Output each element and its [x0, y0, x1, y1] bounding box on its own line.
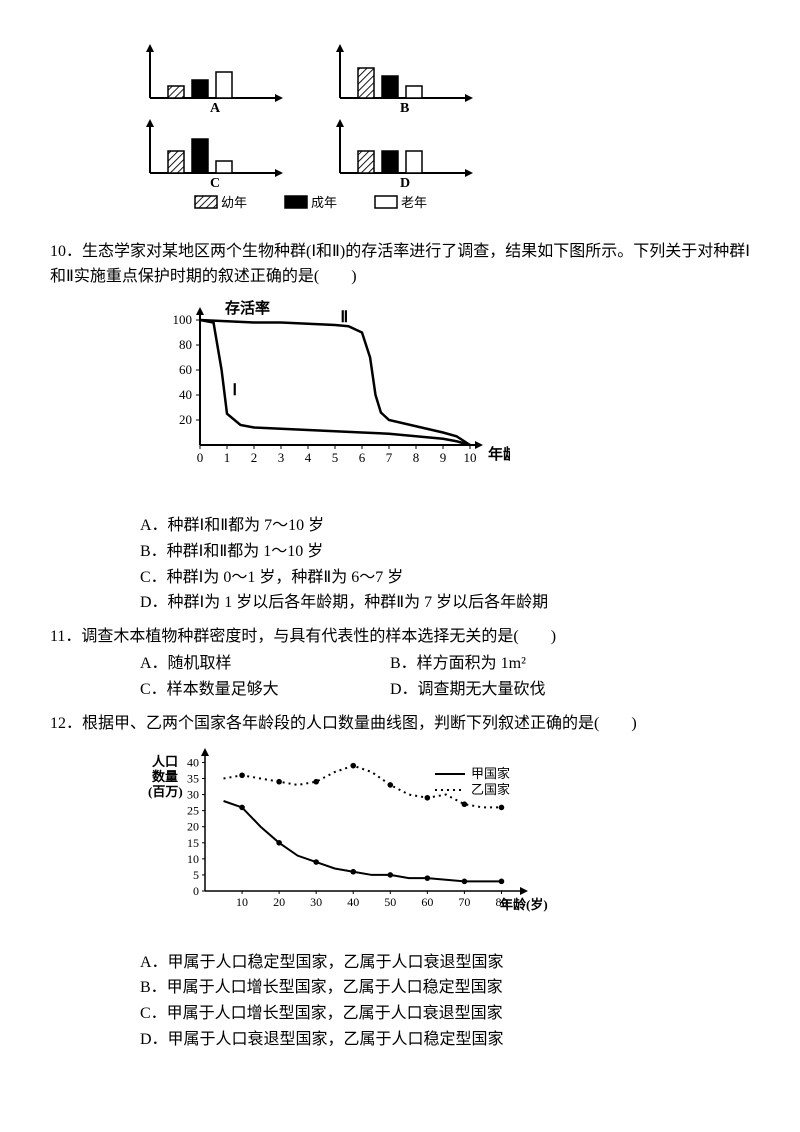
q11-opt-b: B．样方面积为 1m²	[390, 651, 640, 677]
q10-num: 10	[50, 243, 66, 260]
svg-text:0: 0	[193, 884, 199, 898]
q11-options: A．随机取样 B．样方面积为 1m² C．样本数量足够大 D．调查期无大量砍伐	[140, 651, 750, 702]
svg-text:2: 2	[251, 450, 258, 465]
svg-text:老年: 老年	[401, 195, 427, 210]
q12-opt-b: B．甲属于人口增长型国家，乙属于人口稳定型国家	[140, 975, 750, 1001]
svg-text:0: 0	[197, 450, 204, 465]
svg-text:成年: 成年	[311, 195, 337, 210]
svg-text:20: 20	[187, 820, 199, 834]
q11-opt-d: D．调查期无大量砍伐	[390, 677, 640, 703]
svg-text:5: 5	[193, 868, 199, 882]
svg-text:9: 9	[440, 450, 447, 465]
svg-text:(百万): (百万)	[148, 784, 183, 799]
svg-text:幼年: 幼年	[221, 195, 247, 210]
svg-text:40: 40	[179, 387, 192, 402]
q10-opt-d: D．种群Ⅰ为 1 岁以后各年龄期，种群Ⅱ为 7 岁以后各年龄期	[140, 590, 750, 616]
svg-text:乙国家: 乙国家	[471, 782, 510, 797]
svg-text:存活率: 存活率	[225, 300, 270, 317]
svg-text:年龄(岁): 年龄(岁)	[500, 897, 548, 912]
q10-text: 10．生态学家对某地区两个生物种群(Ⅰ和Ⅱ)的存活率进行了调查，结果如下图所示。…	[50, 239, 750, 290]
q10-figure: 20 40 60 80 100 0 1 2 3 4 5 6 7 8 9 10 存活率年龄 Ⅰ Ⅱ	[140, 300, 750, 504]
q12-opt-a: A．甲属于人口稳定型国家，乙属于人口衰退型国家	[140, 950, 750, 976]
q10-body: ．生态学家对某地区两个生物种群(Ⅰ和Ⅱ)的存活率进行了调查，结果如下图所示。下列…	[50, 243, 750, 286]
q12-chart-svg: 05101520253035401020304050607080人口数量(百万)…	[140, 746, 560, 931]
q11-body: ．调查木本植物种群密度时，与具有代表性的样本选择无关的是( )	[65, 628, 556, 645]
q10-opt-a: A．种群Ⅰ和Ⅱ都为 7～10 岁	[140, 513, 750, 539]
svg-text:25: 25	[187, 804, 199, 818]
svg-text:数量: 数量	[152, 769, 178, 784]
svg-text:50: 50	[384, 895, 396, 909]
svg-text:20: 20	[273, 895, 285, 909]
q11-num: 11	[50, 628, 65, 645]
svg-text:20: 20	[179, 412, 192, 427]
svg-text:35: 35	[187, 772, 199, 786]
svg-text:甲国家: 甲国家	[471, 766, 510, 781]
svg-text:5: 5	[332, 450, 339, 465]
svg-text:100: 100	[173, 312, 193, 327]
svg-text:70: 70	[458, 895, 470, 909]
q12-figure: 05101520253035401020304050607080人口数量(百万)…	[140, 746, 750, 940]
q12-options: A．甲属于人口稳定型国家，乙属于人口衰退型国家 B．甲属于人口增长型国家，乙属于…	[140, 950, 750, 1052]
q11-text: 11．调查木本植物种群密度时，与具有代表性的样本选择无关的是( )	[50, 624, 750, 650]
svg-text:60: 60	[421, 895, 433, 909]
svg-text:Ⅰ: Ⅰ	[232, 382, 237, 399]
q12-opt-c: C．甲属于人口增长型国家，乙属于人口衰退型国家	[140, 1001, 750, 1027]
q11-opt-a: A．随机取样	[140, 651, 390, 677]
svg-text:7: 7	[386, 450, 393, 465]
svg-text:80: 80	[179, 337, 192, 352]
svg-text:年龄: 年龄	[488, 445, 510, 463]
svg-text:30: 30	[187, 788, 199, 802]
age-structure-svg: A B C D 幼年 成年 老年	[140, 40, 520, 220]
svg-text:10: 10	[236, 895, 248, 909]
q10-opt-c: C．种群Ⅰ为 0～1 岁，种群Ⅱ为 6～7 岁	[140, 565, 750, 591]
svg-text:1: 1	[224, 450, 231, 465]
svg-text:10: 10	[187, 852, 199, 866]
q12-opt-d: D．甲属于人口衰退型国家，乙属于人口稳定型国家	[140, 1027, 750, 1053]
svg-text:10: 10	[464, 450, 477, 465]
svg-text:40: 40	[187, 756, 199, 770]
svg-text:A: A	[210, 101, 221, 116]
svg-text:D: D	[400, 176, 410, 191]
svg-text:B: B	[400, 101, 409, 116]
svg-text:60: 60	[179, 362, 192, 377]
svg-text:人口: 人口	[152, 754, 178, 769]
svg-text:C: C	[210, 176, 220, 191]
q12-body: ．根据甲、乙两个国家各年龄段的人口数量曲线图，判断下列叙述正确的是( )	[66, 715, 637, 732]
q10-opt-b: B．种群Ⅰ和Ⅱ都为 1～10 岁	[140, 539, 750, 565]
svg-text:8: 8	[413, 450, 420, 465]
svg-text:3: 3	[278, 450, 285, 465]
svg-text:15: 15	[187, 836, 199, 850]
svg-text:30: 30	[310, 895, 322, 909]
q10-options: A．种群Ⅰ和Ⅱ都为 7～10 岁 B．种群Ⅰ和Ⅱ都为 1～10 岁 C．种群Ⅰ为…	[140, 513, 750, 615]
svg-text:6: 6	[359, 450, 366, 465]
svg-text:4: 4	[305, 450, 312, 465]
q12-text: 12．根据甲、乙两个国家各年龄段的人口数量曲线图，判断下列叙述正确的是( )	[50, 711, 750, 737]
svg-text:Ⅱ: Ⅱ	[340, 309, 348, 326]
q12-num: 12	[50, 715, 66, 732]
q11-opt-c: C．样本数量足够大	[140, 677, 390, 703]
q10-chart-svg: 20 40 60 80 100 0 1 2 3 4 5 6 7 8 9 10 存活率年龄 Ⅰ Ⅱ	[140, 300, 510, 495]
age-structure-figure: A B C D 幼年 成年 老年	[140, 40, 750, 229]
svg-text:40: 40	[347, 895, 359, 909]
